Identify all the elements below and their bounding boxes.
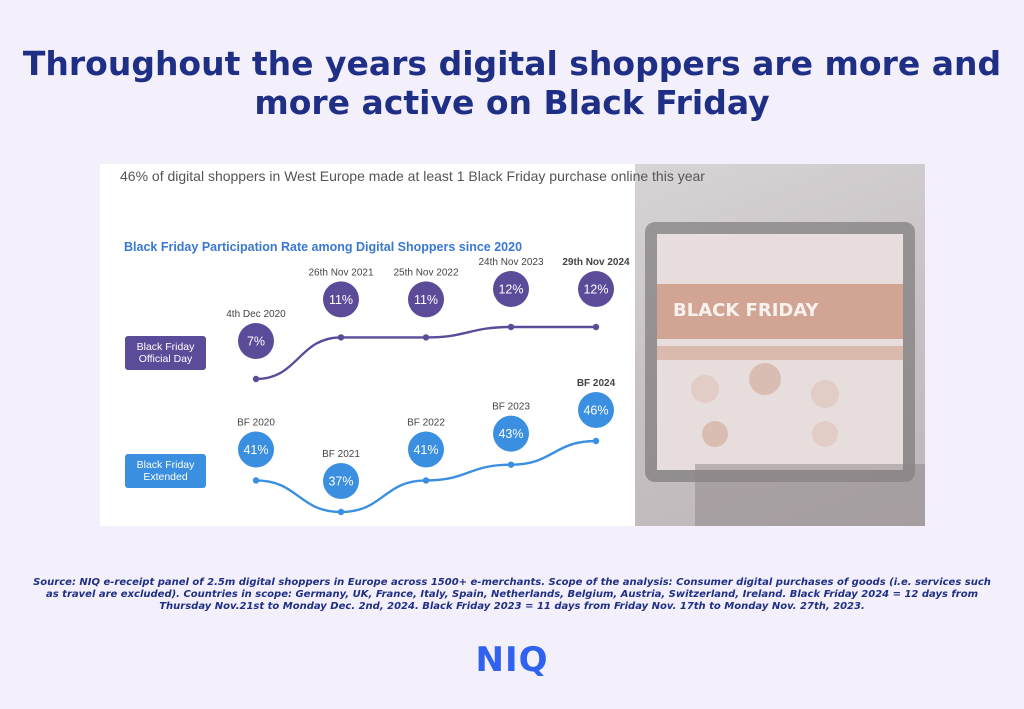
data-point: [592, 323, 600, 331]
category-label: BF 2022: [407, 417, 445, 428]
value-bubble: [578, 392, 614, 428]
keyboard: [695, 464, 925, 526]
niq-logo: NIQ: [475, 640, 549, 680]
chart-panel: BLACK FRIDAY 46% of digital shoppers in …: [100, 164, 925, 526]
value-label: 12%: [583, 283, 608, 297]
value-bubble: [408, 431, 444, 468]
value-label: 37%: [328, 475, 353, 489]
photo-banner-text: BLACK FRIDAY: [673, 300, 820, 321]
value-bubble: [323, 463, 359, 499]
data-point: [507, 323, 515, 331]
value-bubble: [238, 431, 274, 468]
value-bubble: [408, 281, 444, 318]
value-bubble: [578, 271, 614, 307]
value-label: 12%: [498, 283, 523, 297]
category-label: 29th Nov 2024: [562, 257, 630, 268]
value-bubble: [323, 281, 359, 318]
category-label: BF 2020: [237, 417, 275, 428]
screen-banner: [657, 284, 903, 339]
page-title: Throughout the years digital shoppers ar…: [0, 44, 1024, 122]
category-label: 26th Nov 2021: [308, 267, 373, 278]
series-marks: 7% 4th Dec 2020 11% 26th Nov 2021 11% 25th No…: [226, 257, 630, 516]
product-thumb: [749, 363, 781, 395]
legend-label: Black Friday: [137, 341, 196, 353]
laptop-illustration: BLACK FRIDAY: [645, 222, 925, 526]
legend-label: Black Friday: [137, 459, 196, 471]
category-label: BF 2023: [492, 402, 530, 413]
data-point: [422, 334, 430, 341]
data-point: [422, 477, 430, 484]
value-bubble: [493, 271, 529, 307]
data-point: [592, 437, 600, 445]
legend-box: [125, 454, 206, 488]
data-point: [337, 508, 345, 516]
category-label: BF 2021: [322, 449, 360, 460]
value-bubble: [493, 415, 529, 452]
value-label: 46%: [583, 404, 608, 418]
legend-label: Extended: [143, 471, 188, 483]
data-point: [252, 375, 260, 383]
product-thumb: [811, 380, 839, 408]
value-label: 7%: [247, 335, 265, 349]
laptop-photo: BLACK FRIDAY: [635, 164, 925, 526]
value-label: 11%: [329, 293, 353, 307]
value-label: 43%: [498, 427, 523, 441]
product-thumb: [812, 421, 838, 447]
product-thumb: [691, 375, 719, 403]
data-point: [507, 461, 515, 468]
chart-title: Black Friday Participation Rate among Di…: [124, 240, 523, 254]
value-label: 11%: [414, 293, 438, 307]
source-note: Source: NIQ e-receipt panel of 2.5m digi…: [33, 577, 991, 612]
category-label: 4th Dec 2020: [226, 309, 286, 320]
legend-label: Official Day: [139, 353, 193, 365]
title-line-1: Throughout the years digital shoppers ar…: [22, 44, 1002, 83]
value-bubble: [238, 323, 274, 359]
category-label: BF 2024: [577, 378, 616, 389]
title-line-2: more active on Black Friday: [254, 83, 770, 122]
panel-subtitle: 46% of digital shoppers in West Europe m…: [120, 168, 705, 184]
screen-strip: [657, 346, 903, 360]
category-label: 24th Nov 2023: [478, 257, 543, 268]
data-point: [337, 334, 345, 341]
value-label: 41%: [413, 443, 438, 457]
legend-box: [125, 336, 206, 370]
product-thumb: [702, 421, 728, 447]
category-label: 25th Nov 2022: [393, 267, 458, 278]
data-point: [252, 477, 260, 484]
value-label: 41%: [243, 443, 268, 457]
